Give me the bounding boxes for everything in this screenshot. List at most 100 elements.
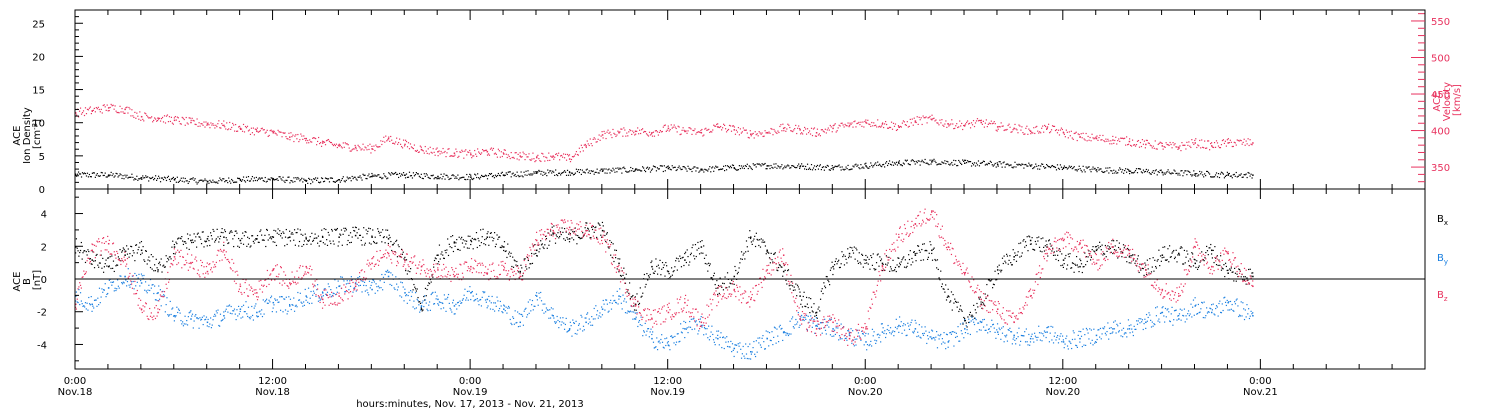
ion-density-series-point	[215, 182, 217, 184]
velocity-series-point	[342, 142, 344, 144]
by-series-point	[205, 316, 208, 318]
ion-density-series-point	[1079, 168, 1081, 170]
velocity-series-point	[1236, 139, 1238, 141]
ion-density-series-point	[1212, 176, 1215, 178]
bx-series-point	[833, 264, 836, 266]
velocity-series-point	[744, 129, 746, 131]
velocity-series-point	[169, 120, 172, 123]
velocity-series-point	[130, 115, 132, 117]
density-axis-title: ACE Ion Density [cm-3]	[12, 104, 43, 164]
ion-density-series-point	[1208, 172, 1210, 174]
by-series-point	[506, 312, 508, 314]
velocity-series-point	[808, 130, 811, 132]
by-series-point	[121, 283, 124, 285]
bx-series-point	[104, 263, 106, 265]
ion-density-series-point	[254, 179, 256, 182]
ion-density-series-point	[858, 167, 860, 169]
by-series-point	[735, 344, 737, 346]
velocity-series-point	[316, 144, 318, 146]
velocity-series-data-point	[1112, 139, 1114, 141]
ion-density-series-point	[1199, 170, 1201, 173]
bx-series-point	[1129, 255, 1131, 257]
velocity-series-point	[1015, 128, 1017, 130]
velocity-series-point	[453, 155, 455, 157]
by-series-point	[438, 301, 441, 303]
velocity-series-point	[1105, 138, 1107, 140]
bx-series-point	[973, 304, 975, 306]
by-series-point	[345, 283, 348, 285]
velocity-series-point	[297, 133, 299, 136]
velocity-series-point	[874, 124, 876, 127]
velocity-series-point	[485, 149, 488, 151]
ion-density-series-point	[1159, 169, 1161, 172]
velocity-series-point	[952, 123, 954, 125]
bx-series-point	[79, 249, 82, 252]
velocity-series-point	[135, 117, 137, 119]
velocity-series-point	[420, 146, 422, 148]
velocity-series-point	[953, 128, 955, 130]
bx-series-point	[643, 273, 646, 276]
velocity-series-point	[803, 130, 805, 132]
velocity-series-point	[1016, 129, 1018, 131]
bx-series-point	[1143, 274, 1145, 277]
bx-series-point	[1064, 257, 1066, 259]
bx-series-point	[894, 266, 897, 269]
ion-density-series-point	[576, 170, 578, 173]
velocity-series-point	[337, 144, 339, 146]
bx-series-point	[986, 283, 988, 286]
velocity-series-point	[612, 128, 614, 131]
bx-series-point	[1025, 244, 1027, 247]
ion-density-series-point	[521, 175, 523, 177]
bx-series-point	[1238, 269, 1241, 271]
ion-density-series-point	[906, 159, 908, 161]
velocity-series-point	[1225, 145, 1227, 147]
ion-density-series-point	[515, 175, 517, 178]
ion-density-series-point	[477, 173, 479, 175]
velocity-series-point	[193, 120, 195, 122]
ion-density-series-point	[1069, 166, 1071, 169]
by-series-point	[239, 310, 241, 313]
ion-density-series-point	[350, 180, 352, 182]
bx-series-point	[515, 264, 517, 266]
by-series-point	[142, 277, 144, 280]
bx-series-point	[680, 257, 682, 260]
velocity-series-point	[927, 117, 929, 119]
ion-density-series-point	[189, 178, 191, 180]
bx-series-point	[724, 276, 726, 278]
velocity-series-point	[643, 130, 646, 133]
bx-series-point	[491, 236, 493, 238]
bx-series-point	[191, 241, 193, 244]
velocity-series-point	[1249, 139, 1251, 141]
ion-density-series-point	[319, 181, 322, 183]
velocity-series-point	[164, 122, 167, 124]
by-series-point	[620, 302, 622, 304]
ion-density-series-point	[1164, 173, 1166, 175]
bx-series-point	[293, 239, 295, 241]
bx-series-point	[1185, 256, 1187, 258]
bx-series-data-point	[519, 270, 522, 273]
ion-density-series-point	[657, 168, 659, 170]
by-series-point	[702, 324, 704, 326]
by-series-point	[708, 325, 710, 327]
velocity-series-point	[140, 119, 142, 121]
velocity-series-point	[794, 127, 796, 130]
velocity-series-point	[899, 125, 902, 128]
ion-density-series-point	[434, 176, 436, 179]
velocity-series-point	[579, 151, 581, 153]
bx-series-point	[930, 244, 932, 246]
velocity-series-point	[924, 117, 926, 119]
velocity-series-point	[723, 123, 725, 125]
by-series-point	[235, 318, 237, 321]
velocity-series-point	[299, 139, 301, 141]
by-series-point	[161, 295, 163, 297]
ion-density-series-point	[945, 163, 947, 165]
bx-series-point	[767, 251, 769, 253]
by-series-point	[553, 317, 555, 319]
ion-density-series-point	[125, 176, 127, 178]
bx-series-point	[1111, 240, 1113, 242]
ion-density-series-point	[186, 180, 188, 182]
ion-density-series-point	[930, 163, 932, 165]
by-series-point	[192, 327, 194, 329]
velocity-series-point	[243, 131, 246, 133]
bx-series-point	[530, 263, 532, 265]
